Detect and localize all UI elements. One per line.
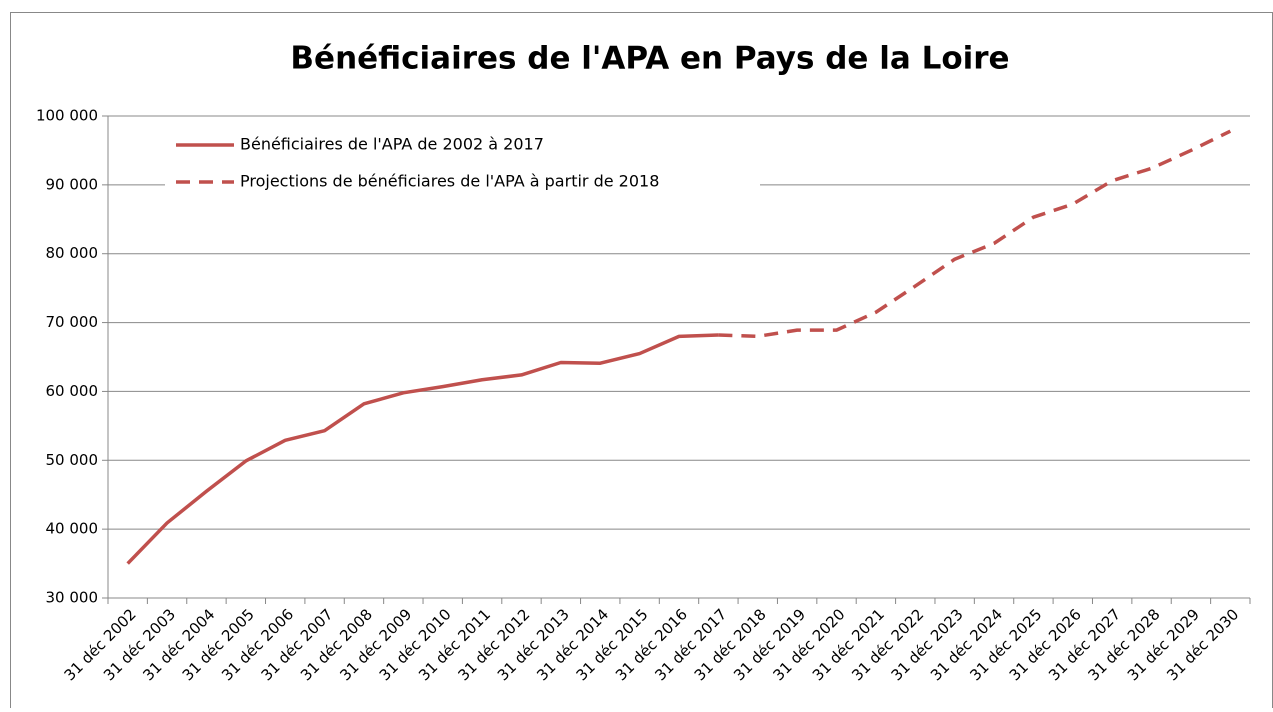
line-series — [126, 333, 719, 565]
line-series — [718, 129, 1232, 339]
y-tick-label: 90 000 — [46, 175, 99, 193]
y-tick-label: 50 000 — [46, 451, 99, 469]
y-tick-label: 30 000 — [46, 589, 99, 607]
chart-frame — [10, 12, 1273, 712]
y-tick-label: 40 000 — [46, 520, 99, 538]
legend-background — [165, 126, 760, 202]
y-tick-label: 60 000 — [46, 382, 99, 400]
chart-title: Bénéficiaires de l'APA en Pays de la Loi… — [290, 41, 1009, 77]
y-tick-label: 100 000 — [36, 107, 98, 125]
legend-label: Projections de bénéficiares de l'APA à p… — [240, 172, 659, 191]
legend-label: Bénéficiaires de l'APA de 2002 à 2017 — [240, 135, 544, 154]
y-tick-label: 80 000 — [46, 244, 99, 262]
y-tick-label: 70 000 — [46, 313, 99, 331]
